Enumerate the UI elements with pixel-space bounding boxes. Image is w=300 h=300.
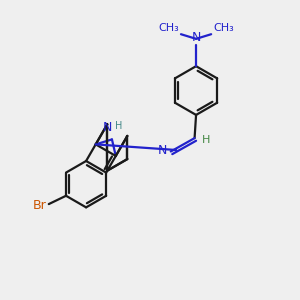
Text: H: H	[115, 121, 122, 131]
Text: CH₃: CH₃	[213, 23, 234, 33]
Text: H: H	[202, 136, 210, 146]
Text: N: N	[103, 121, 112, 134]
Text: N: N	[158, 144, 167, 158]
Text: CH₃: CH₃	[158, 23, 179, 33]
Text: Br: Br	[33, 199, 46, 212]
Text: N: N	[191, 31, 201, 44]
